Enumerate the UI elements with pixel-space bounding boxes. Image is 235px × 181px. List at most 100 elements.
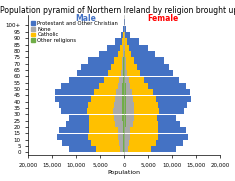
Bar xyxy=(114,102,124,108)
Bar xyxy=(69,77,124,83)
Bar xyxy=(124,134,188,140)
Bar xyxy=(124,134,158,140)
Bar xyxy=(61,108,124,114)
Bar xyxy=(124,89,153,95)
Bar xyxy=(124,26,126,32)
Bar xyxy=(122,89,124,95)
Bar xyxy=(77,70,124,76)
Bar xyxy=(124,64,125,70)
Bar xyxy=(124,102,126,108)
Bar xyxy=(124,83,149,89)
Bar xyxy=(124,108,184,114)
Bar xyxy=(124,96,156,102)
Bar xyxy=(123,58,124,64)
Bar xyxy=(124,70,172,76)
Bar xyxy=(124,70,140,76)
Bar xyxy=(124,51,155,57)
Bar xyxy=(124,58,126,64)
Bar xyxy=(96,146,124,152)
Bar xyxy=(69,146,124,152)
Bar xyxy=(124,58,125,64)
Bar xyxy=(123,45,124,51)
Bar xyxy=(123,121,124,127)
Bar xyxy=(124,127,125,133)
Bar xyxy=(121,70,124,76)
Bar xyxy=(118,83,124,89)
Bar xyxy=(61,83,124,89)
Bar xyxy=(119,140,124,146)
Bar xyxy=(55,96,124,102)
Bar xyxy=(99,83,124,89)
Bar xyxy=(124,127,130,133)
Bar xyxy=(59,102,124,108)
Bar xyxy=(69,115,124,121)
Bar xyxy=(55,89,124,95)
Bar xyxy=(123,134,124,140)
Bar xyxy=(124,32,130,38)
Bar xyxy=(124,146,151,152)
Bar xyxy=(89,121,124,127)
Bar xyxy=(118,134,124,140)
Bar xyxy=(124,140,183,146)
Bar xyxy=(124,121,180,127)
Bar xyxy=(123,70,124,76)
Bar xyxy=(104,77,124,83)
Bar xyxy=(88,102,124,108)
Bar xyxy=(124,77,179,83)
Bar xyxy=(124,96,191,102)
Bar xyxy=(123,127,124,133)
Bar xyxy=(124,64,126,70)
Bar xyxy=(124,146,128,152)
Bar xyxy=(123,64,124,70)
Bar xyxy=(124,140,125,146)
Bar xyxy=(124,38,139,45)
Bar xyxy=(124,51,125,57)
Bar xyxy=(124,134,125,140)
Bar xyxy=(122,115,124,121)
Bar xyxy=(123,77,124,83)
Bar xyxy=(124,102,134,108)
Bar xyxy=(62,140,124,146)
Bar xyxy=(123,140,124,146)
Bar xyxy=(124,96,126,102)
Bar xyxy=(124,58,164,64)
Bar xyxy=(108,70,124,76)
Bar xyxy=(114,115,124,121)
Bar xyxy=(115,121,124,127)
Bar xyxy=(124,127,158,133)
Bar xyxy=(124,77,129,83)
Bar xyxy=(120,45,124,51)
Bar xyxy=(118,51,124,57)
Bar xyxy=(124,134,130,140)
Bar xyxy=(124,121,158,127)
Bar xyxy=(57,134,124,140)
Bar xyxy=(114,108,124,114)
Bar xyxy=(118,127,124,133)
Bar xyxy=(114,96,124,102)
Bar xyxy=(123,26,124,32)
Bar xyxy=(99,51,124,57)
Bar xyxy=(124,89,190,95)
Bar xyxy=(124,77,125,83)
Bar xyxy=(124,121,133,127)
Bar xyxy=(124,83,186,89)
Bar xyxy=(91,96,124,102)
Bar xyxy=(122,83,124,89)
Bar xyxy=(122,38,124,45)
Bar xyxy=(124,121,125,127)
Bar xyxy=(124,115,133,121)
Bar xyxy=(124,45,125,51)
Bar xyxy=(124,89,132,95)
Bar xyxy=(123,51,124,57)
Bar xyxy=(123,32,124,38)
Bar xyxy=(124,146,125,152)
Bar xyxy=(124,45,129,51)
Bar xyxy=(124,77,144,83)
Bar xyxy=(120,146,124,152)
Text: Male: Male xyxy=(75,14,96,23)
Bar xyxy=(88,58,124,64)
Bar xyxy=(119,77,124,83)
Bar xyxy=(124,70,125,76)
Bar xyxy=(124,146,176,152)
Bar xyxy=(89,115,124,121)
